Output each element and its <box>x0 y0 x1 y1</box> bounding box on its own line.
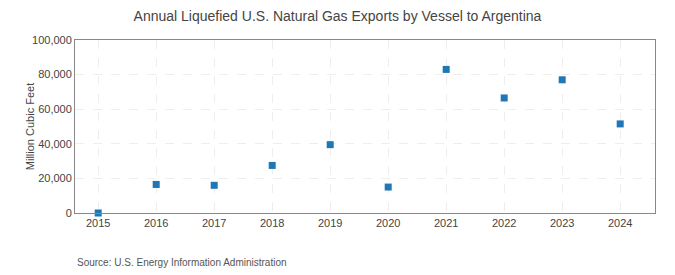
svg-text:2021: 2021 <box>434 217 458 229</box>
svg-text:40,000: 40,000 <box>38 138 72 150</box>
svg-text:2023: 2023 <box>550 217 574 229</box>
svg-text:2016: 2016 <box>144 217 168 229</box>
svg-text:2019: 2019 <box>318 217 342 229</box>
svg-text:2018: 2018 <box>260 217 284 229</box>
svg-text:100,000: 100,000 <box>32 34 72 46</box>
svg-text:20,000: 20,000 <box>38 172 72 184</box>
svg-text:2022: 2022 <box>492 217 516 229</box>
svg-text:Million Cubic Feet: Million Cubic Feet <box>24 83 36 170</box>
svg-text:2015: 2015 <box>86 217 110 229</box>
svg-text:Annual Liquefied U.S. Natural: Annual Liquefied U.S. Natural Gas Export… <box>134 8 542 24</box>
svg-text:80,000: 80,000 <box>38 68 72 80</box>
svg-text:Source: U.S. Energy Informatio: Source: U.S. Energy Information Administ… <box>77 257 287 268</box>
svg-text:0: 0 <box>66 207 72 219</box>
svg-text:60,000: 60,000 <box>38 103 72 115</box>
svg-text:2020: 2020 <box>376 217 400 229</box>
svg-text:2024: 2024 <box>608 217 632 229</box>
svg-text:2017: 2017 <box>202 217 226 229</box>
